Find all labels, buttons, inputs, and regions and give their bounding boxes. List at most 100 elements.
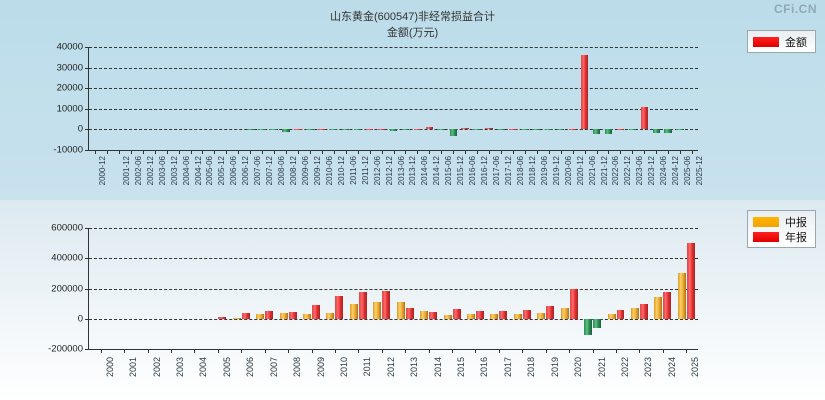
x-axis-label: 2012-06 [372, 156, 382, 186]
chart-bar [607, 313, 616, 319]
chart-bar [373, 301, 382, 319]
x-axis-tick [154, 150, 156, 154]
x-axis-tick [358, 349, 360, 353]
chart-bar [654, 296, 663, 319]
gridline [89, 88, 698, 90]
x-axis-label: 2006-12 [241, 156, 251, 186]
x-axis-label: 2013-06 [396, 156, 406, 186]
x-axis-label: 2010-06 [324, 156, 334, 186]
x-axis-tick [429, 150, 431, 154]
gridline [89, 47, 698, 48]
gridline [89, 318, 698, 320]
chart-bar [232, 318, 241, 320]
x-axis-label: 2025 [690, 357, 701, 378]
x-axis-label: 2006 [245, 357, 256, 378]
chart-bar [593, 318, 602, 328]
y-axis-label: 30000 [56, 62, 83, 74]
x-axis-tick [632, 150, 634, 154]
chart-bar [467, 313, 475, 319]
x-axis-tick [680, 150, 682, 154]
top-chart-legend: 金额 [747, 30, 816, 53]
x-axis-tick [465, 150, 467, 154]
chart-bar [537, 313, 546, 319]
chart-bar [677, 273, 686, 319]
x-axis-label: 2020-12 [575, 156, 585, 186]
x-axis-tick [194, 349, 196, 353]
x-axis-label: 2018-12 [527, 156, 537, 186]
x-axis-tick [405, 349, 407, 353]
x-axis-label: 2013 [409, 357, 420, 378]
x-axis-label: 2021 [596, 357, 607, 378]
chart-bar [437, 129, 445, 131]
x-axis-label: 2005-06 [205, 156, 215, 186]
x-axis-tick [596, 150, 598, 154]
x-axis-tick [264, 349, 266, 353]
chart-bar [473, 129, 481, 131]
y-axis-label: -200000 [48, 343, 83, 355]
chart-bar [639, 304, 648, 319]
y-axis-tick [85, 228, 89, 229]
x-axis-tick [124, 349, 126, 353]
chart-bar [218, 317, 227, 319]
chart-bar [413, 128, 422, 130]
chart-bar [663, 291, 672, 319]
x-axis-tick [369, 150, 371, 154]
x-axis-label: 2011-06 [348, 156, 358, 185]
x-axis-label: 2014 [432, 357, 443, 378]
x-axis-label: 2025-12 [695, 156, 705, 186]
x-axis-tick [226, 150, 228, 154]
x-axis-tick [498, 349, 500, 353]
chart-bar [256, 313, 265, 319]
chart-bar [294, 128, 302, 130]
x-axis-label: 2005-12 [217, 156, 227, 186]
x-axis-label: 2022 [620, 357, 631, 378]
x-axis-label: 2024-06 [659, 156, 669, 186]
chart-bar [279, 313, 288, 319]
x-axis-tick [569, 349, 571, 353]
x-axis-tick [217, 349, 219, 353]
chart-bar [443, 315, 452, 319]
x-axis-label: 2025-06 [683, 156, 693, 186]
x-axis-tick [214, 150, 216, 154]
gridline [89, 288, 698, 290]
x-axis-tick [560, 150, 562, 154]
chart-bar [499, 311, 508, 319]
chart-bar [584, 318, 593, 336]
legend-item: 年报 [753, 229, 807, 244]
x-axis-label: 2004-12 [193, 156, 203, 186]
chart-bar [533, 129, 541, 131]
chart-bar [546, 306, 555, 319]
x-axis-tick [166, 150, 168, 154]
x-axis-label: 2000 [104, 357, 115, 378]
x-axis-label: 2011-12 [360, 156, 370, 185]
chart-bar [616, 129, 625, 131]
x-axis-label: 2016 [479, 357, 490, 378]
x-axis-label: 2018 [526, 357, 537, 378]
x-axis-label: 2001-12 [121, 156, 131, 186]
chart-bar [306, 129, 314, 131]
legend-swatch-interim [753, 216, 779, 227]
x-axis-tick [357, 150, 359, 154]
chart-bar [318, 128, 326, 130]
x-axis-tick [238, 150, 240, 154]
y-axis-label: 0 [77, 123, 83, 135]
x-axis-label: 2024 [666, 357, 677, 378]
x-axis-label: 2023-12 [647, 156, 657, 186]
chart-bar [425, 127, 433, 130]
chart-bar [241, 312, 250, 319]
x-axis-label: 2006-06 [229, 156, 239, 186]
y-axis-label: 10000 [56, 103, 83, 115]
legend-item: 金额 [753, 34, 807, 49]
chart-bar [389, 129, 398, 132]
y-axis-tick [85, 349, 89, 350]
x-axis-tick [405, 150, 407, 154]
chart-bar [485, 128, 493, 130]
chart-bar [449, 129, 457, 136]
x-axis-label: 2021-12 [599, 156, 609, 186]
chart-bar [628, 129, 636, 131]
chart-bar [401, 129, 410, 131]
x-axis-tick [668, 150, 670, 154]
chart-bar [349, 303, 358, 319]
y-axis-tick [85, 108, 89, 110]
x-axis-tick [118, 150, 120, 154]
